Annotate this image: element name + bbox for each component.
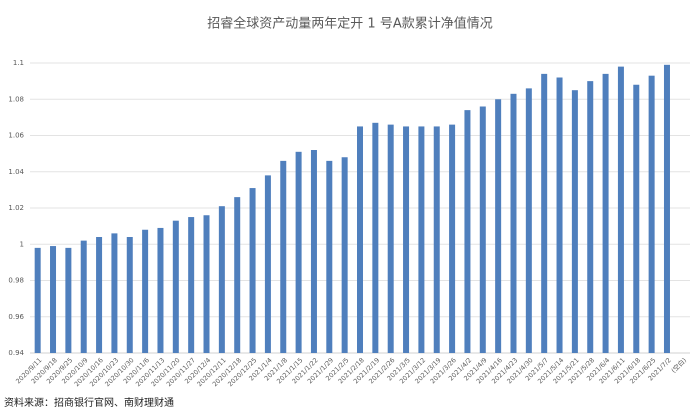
bar xyxy=(663,64,670,353)
bar xyxy=(418,126,425,353)
bar xyxy=(433,126,440,353)
y-tick-label: 1 xyxy=(20,240,24,248)
bar xyxy=(525,88,532,353)
bar xyxy=(372,122,379,353)
bar xyxy=(203,215,210,353)
y-tick-label: 0.96 xyxy=(8,313,24,321)
bar xyxy=(449,124,456,353)
bar xyxy=(234,197,241,353)
bar xyxy=(357,126,363,353)
bar xyxy=(495,99,502,353)
bar xyxy=(188,217,195,353)
bar xyxy=(326,160,333,353)
bar xyxy=(80,240,87,353)
y-tick-label: 0.98 xyxy=(8,277,24,285)
y-tick-label: 1.08 xyxy=(8,95,24,103)
bar xyxy=(464,110,471,353)
bar xyxy=(50,246,57,353)
y-tick-label: 1.1 xyxy=(13,59,24,67)
bar xyxy=(157,227,164,353)
y-tick-label: 1.06 xyxy=(8,132,24,140)
bar xyxy=(249,188,256,353)
bar xyxy=(479,106,486,353)
bar xyxy=(403,126,410,353)
bar xyxy=(126,237,133,353)
bar xyxy=(387,124,394,353)
source-note: 资料来源：招商银行官网、南财理财通 xyxy=(4,396,174,409)
bar xyxy=(96,237,103,353)
x-tick-label: (空白) xyxy=(669,355,688,374)
bar xyxy=(341,157,348,353)
bar xyxy=(218,206,225,353)
bar xyxy=(172,220,179,353)
bar xyxy=(280,160,287,353)
bar xyxy=(34,247,41,353)
bar xyxy=(111,233,118,353)
bar xyxy=(556,77,563,353)
y-tick-label: 1.02 xyxy=(8,204,24,212)
bar xyxy=(541,73,548,353)
bar xyxy=(310,150,317,353)
y-tick-label: 0.94 xyxy=(8,349,24,357)
bar xyxy=(510,93,517,353)
bar xyxy=(587,81,594,353)
bar xyxy=(65,247,72,353)
bar xyxy=(264,175,271,353)
bar xyxy=(571,90,578,353)
bar xyxy=(633,84,640,353)
bar xyxy=(617,66,624,353)
bar xyxy=(648,75,655,353)
y-tick-label: 1.04 xyxy=(8,168,24,176)
chart-title: 招睿全球资产动量两年定开 1 号A款累计净值情况 xyxy=(207,16,492,32)
bar xyxy=(295,151,302,353)
bar xyxy=(602,73,609,353)
bar xyxy=(142,229,149,353)
